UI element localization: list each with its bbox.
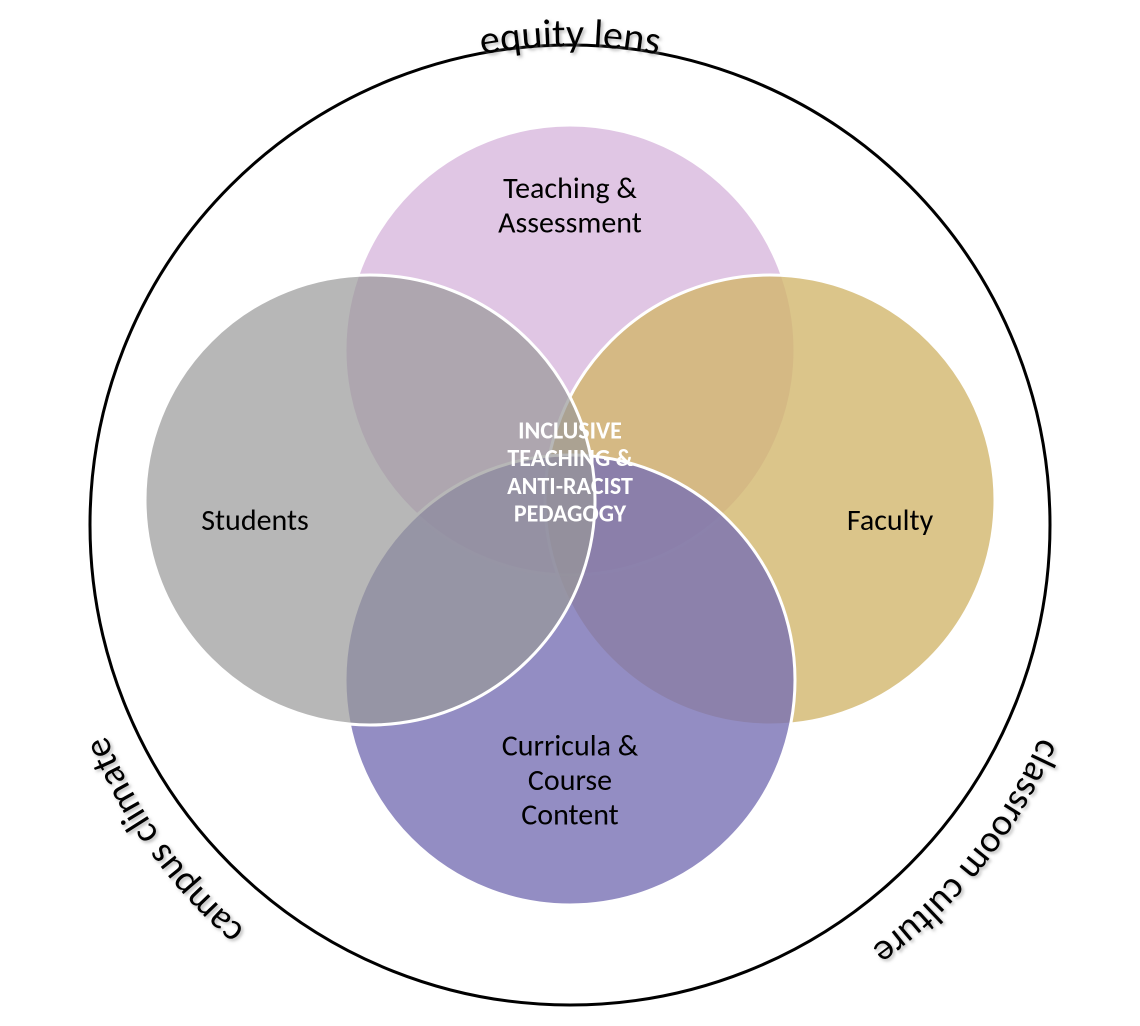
circle-label-teaching: Teaching &Assessment [498, 170, 642, 242]
circle-label-students: Students [201, 502, 309, 539]
arc-label-campus: campus climate [74, 731, 253, 955]
circle-label-faculty: Faculty [847, 502, 934, 539]
arc-label-equity: equity lens [476, 8, 665, 65]
venn-svg: Teaching &AssessmentFacultyCurricula &Co… [0, 0, 1140, 1026]
center-label: INCLUSIVETEACHING &ANTI-RACISTPEDAGOGY [507, 417, 633, 529]
arc-label-classroom: classroom culture [864, 732, 1071, 976]
venn-diagram-container: Teaching &AssessmentFacultyCurricula &Co… [0, 0, 1140, 1026]
